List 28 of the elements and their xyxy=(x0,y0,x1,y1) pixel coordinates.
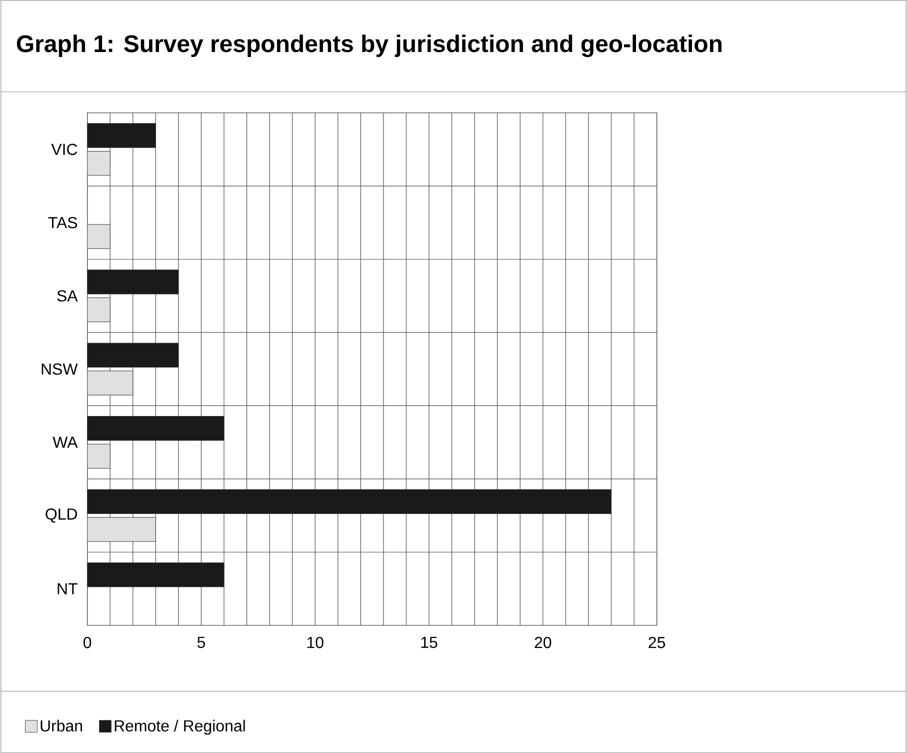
y-tick-label: NSW xyxy=(42,363,78,375)
y-tick-label: VIC xyxy=(51,144,78,156)
x-tick-label: 25 xyxy=(648,636,666,648)
y-tick-label: WA xyxy=(52,436,78,448)
legend-label: Remote / Regional xyxy=(114,720,245,735)
bar xyxy=(87,150,110,176)
bar xyxy=(87,123,156,148)
bar xyxy=(87,416,224,441)
y-tick-label: SA xyxy=(57,290,78,302)
bar xyxy=(87,517,156,542)
y-tick-label: QLD xyxy=(46,508,78,523)
y-tick-label: NT xyxy=(58,583,78,594)
bar xyxy=(87,224,110,249)
bar xyxy=(87,489,612,514)
y-tick-label: TAS xyxy=(48,216,78,228)
bar xyxy=(87,562,224,588)
bar xyxy=(87,370,134,396)
bar xyxy=(87,342,179,368)
x-tick-label: 5 xyxy=(197,636,205,648)
bar xyxy=(87,297,110,322)
x-tick-label: 10 xyxy=(307,636,324,648)
chart-title: Graph 1: Survey respondents by jurisdiction and geo-location xyxy=(16,34,722,58)
x-tick-label: 0 xyxy=(84,636,92,648)
bar xyxy=(87,444,110,468)
bar xyxy=(87,270,179,294)
legend-label: Urban xyxy=(40,720,82,732)
x-tick-label: 20 xyxy=(534,636,552,648)
x-tick-label: 15 xyxy=(421,636,438,648)
